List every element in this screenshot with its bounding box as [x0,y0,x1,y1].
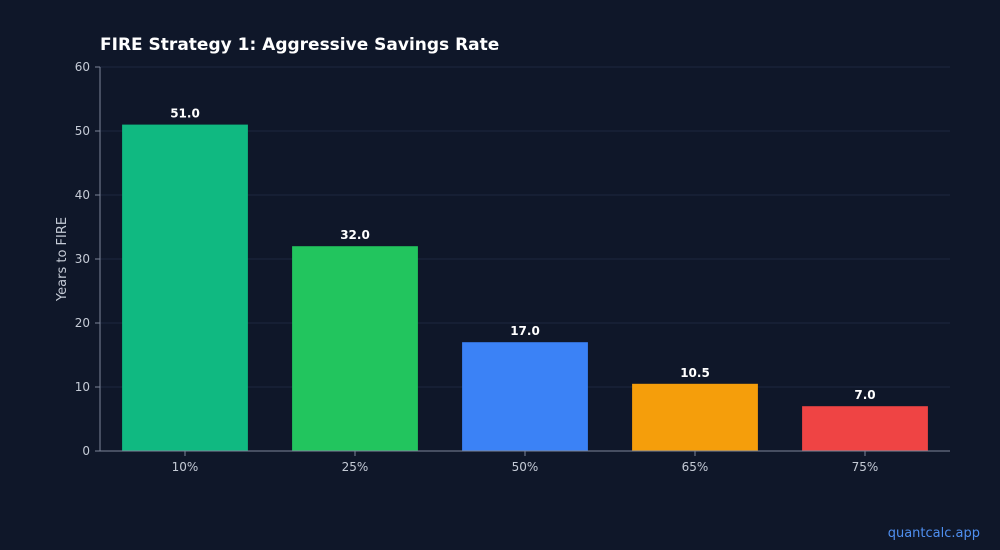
y-tick-label: 20 [75,316,90,330]
data-label: 51.0 [170,107,200,121]
bar [462,342,588,451]
x-tick-label: 50% [512,460,539,474]
y-ticks: 0 10 20 30 40 50 60 [75,60,100,458]
chart-title: FIRE Strategy 1: Aggressive Savings Rate [100,35,499,55]
x-tick-label: 75% [852,460,879,474]
x-tick-label: 10% [172,460,199,474]
y-tick-label: 40 [75,188,90,202]
bar [802,406,928,451]
y-tick-label: 0 [82,444,90,458]
y-axis-label: Years to FIRE [55,217,70,302]
y-tick-label: 10 [75,380,90,394]
bars [122,124,928,451]
y-tick-label: 30 [75,252,90,266]
bar [122,124,248,451]
data-labels: 51.0 32.0 17.0 10.5 7.0 [170,107,875,403]
data-label: 10.5 [680,366,710,380]
watermark: quantcalc.app [888,526,980,541]
x-tick-label: 65% [682,460,709,474]
bar [292,246,418,451]
data-label: 17.0 [510,324,540,338]
data-label: 32.0 [340,228,370,242]
bar [632,383,758,451]
data-label: 7.0 [854,388,875,402]
x-ticks: 10% 25% 50% 65% 75% [172,451,879,474]
y-tick-label: 50 [75,124,90,138]
x-tick-label: 25% [342,460,369,474]
y-tick-label: 60 [75,60,90,74]
